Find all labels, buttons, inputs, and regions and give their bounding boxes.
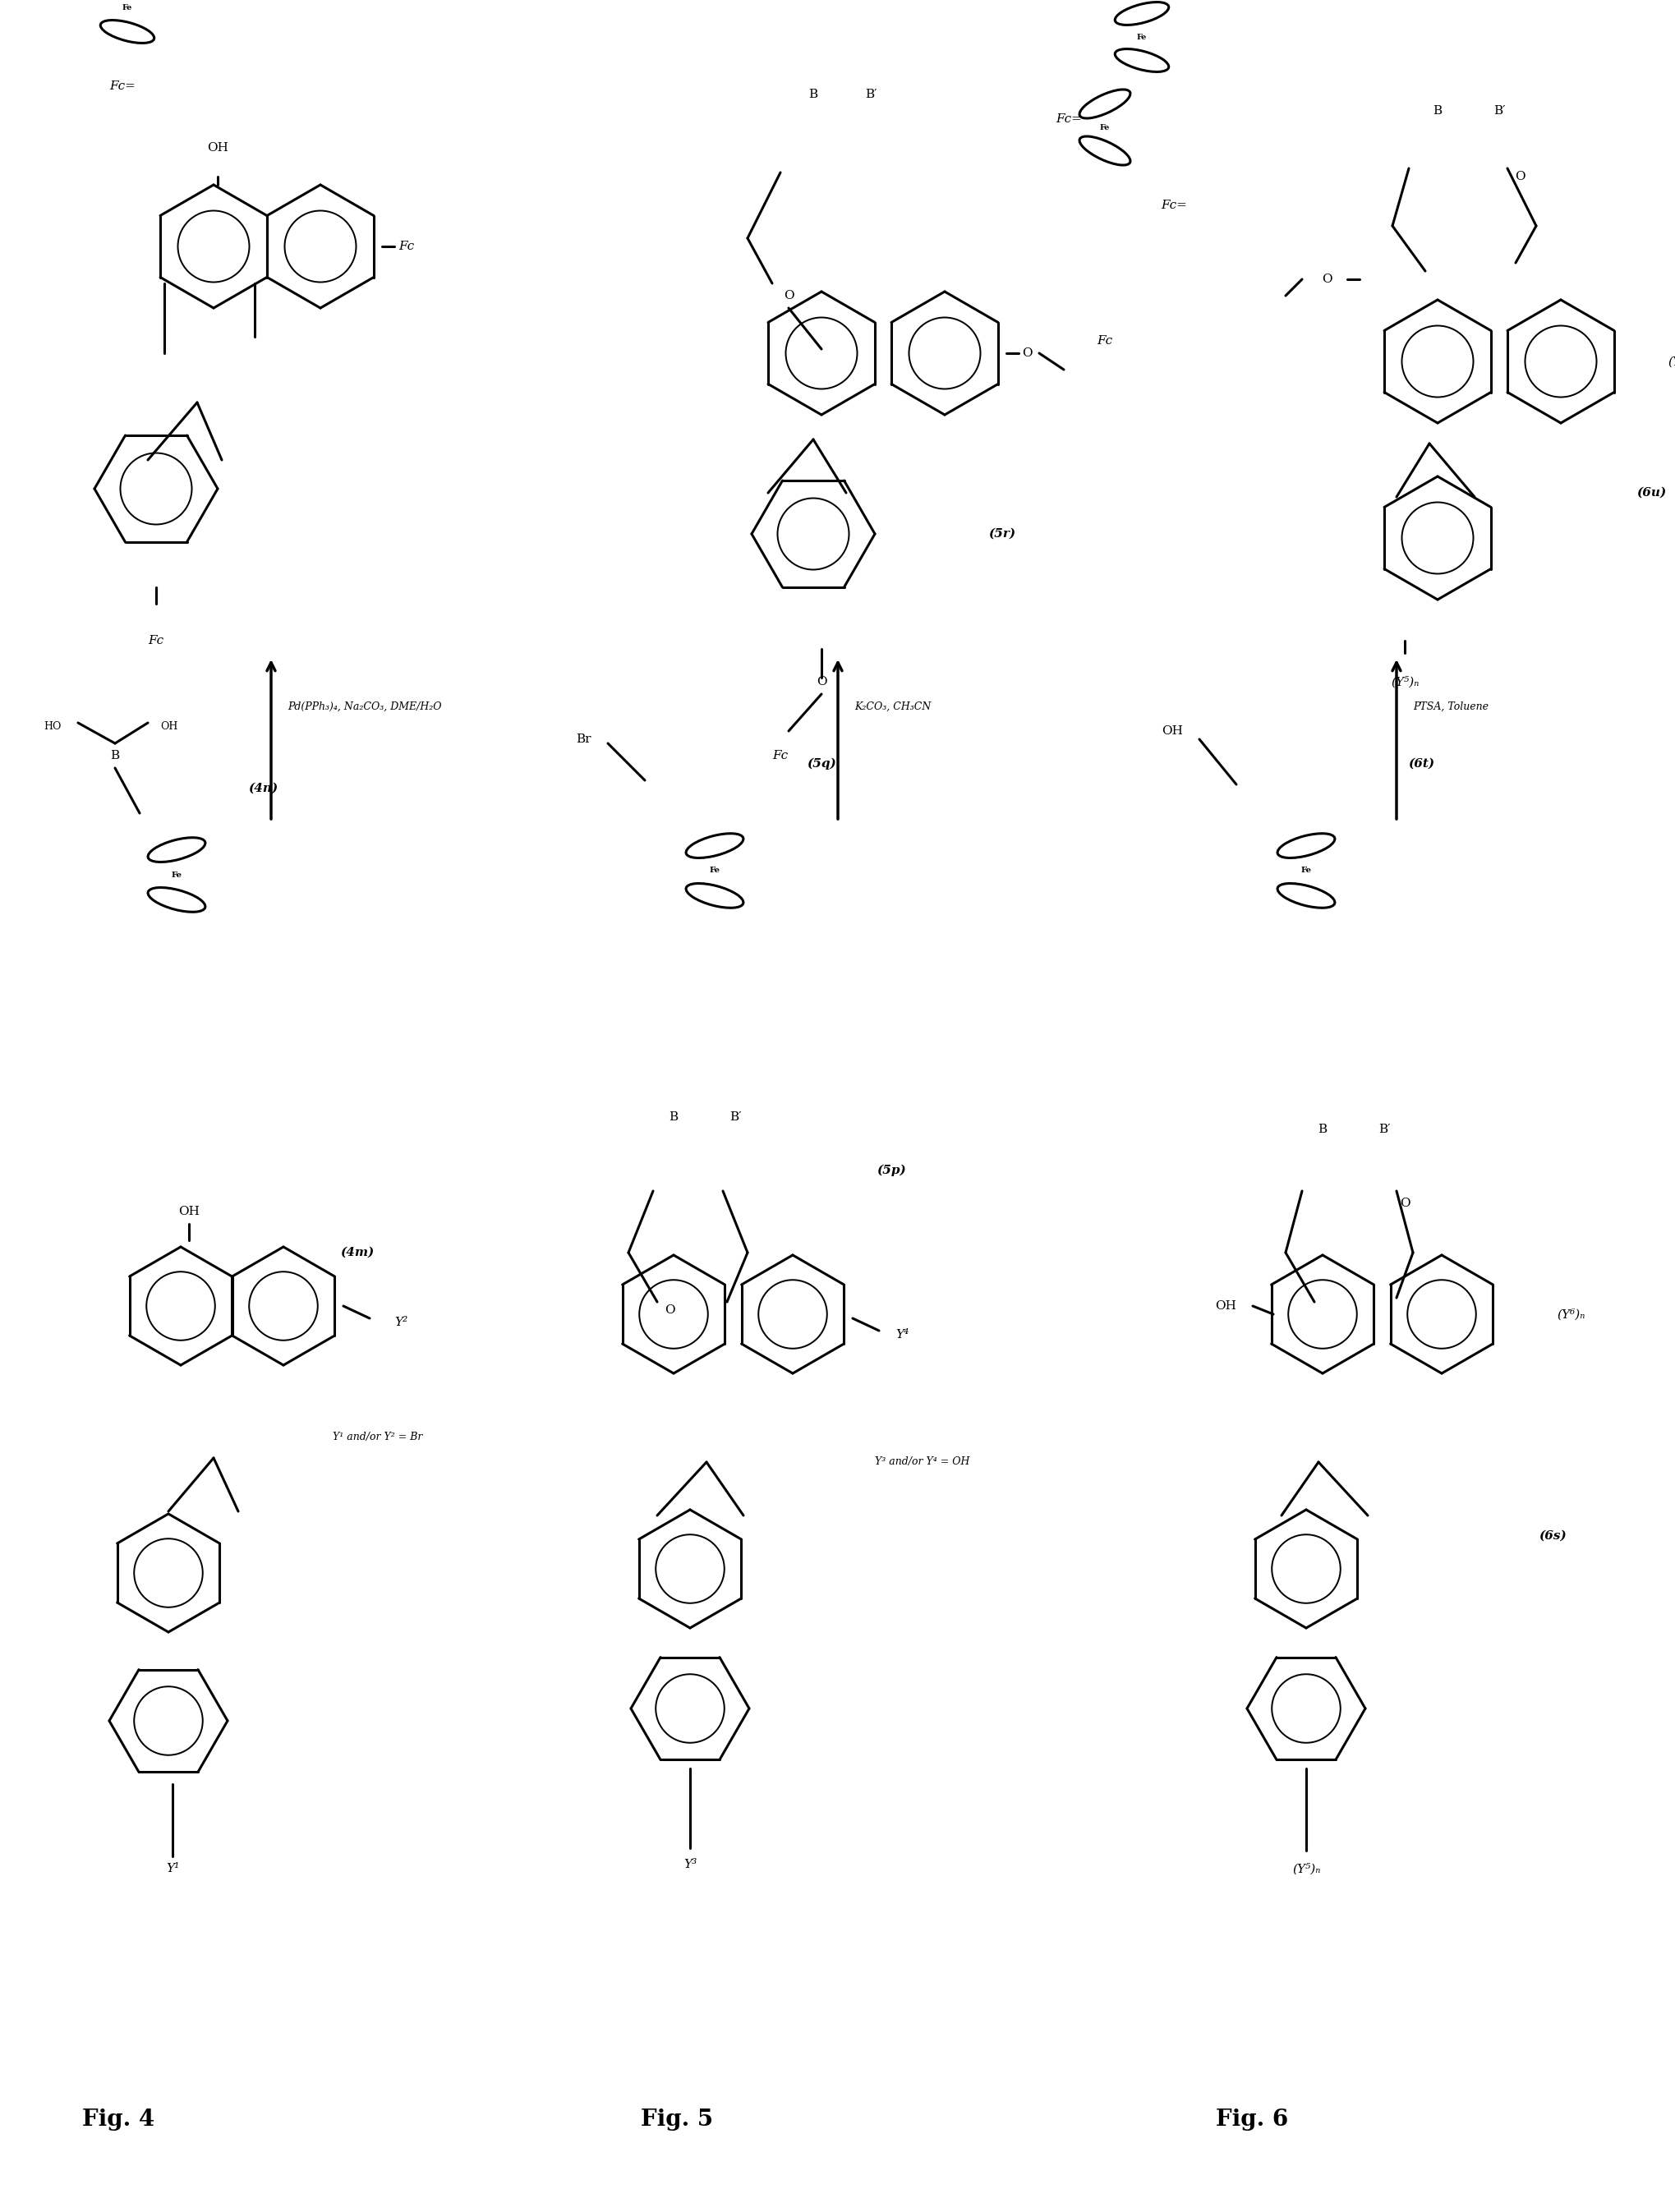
Text: Fc: Fc (147, 635, 164, 646)
Text: OH: OH (1162, 726, 1183, 737)
Text: Y³: Y³ (683, 1858, 697, 1871)
Text: Fc: Fc (1097, 336, 1112, 347)
Text: Fc=: Fc= (1161, 199, 1188, 210)
Text: Fe: Fe (1100, 124, 1111, 131)
Text: Br: Br (576, 734, 591, 745)
Text: (5q): (5q) (807, 759, 836, 770)
Text: B: B (809, 88, 817, 100)
Text: B′: B′ (729, 1110, 742, 1124)
Text: (5r): (5r) (988, 529, 1015, 540)
Text: Y¹: Y¹ (166, 1863, 179, 1874)
Text: Fig. 5: Fig. 5 (642, 2108, 714, 2130)
Text: Fe: Fe (171, 872, 183, 878)
Text: Fe: Fe (1301, 867, 1312, 874)
Text: HO: HO (44, 721, 62, 732)
Text: Fc=: Fc= (1055, 113, 1082, 124)
Text: (4m): (4m) (340, 1248, 374, 1259)
Text: Fe: Fe (122, 4, 132, 11)
Text: O: O (665, 1305, 675, 1316)
Text: B: B (1318, 1124, 1327, 1135)
Text: Fig. 4: Fig. 4 (82, 2108, 154, 2130)
Text: O: O (1400, 1197, 1410, 1210)
Text: OH: OH (178, 1206, 199, 1217)
Text: B: B (1434, 106, 1442, 117)
Text: O: O (784, 290, 794, 301)
Text: (Y⁶)ₙ: (Y⁶)ₙ (1556, 1307, 1585, 1321)
Text: B′: B′ (1492, 106, 1506, 117)
Text: B′: B′ (864, 88, 876, 100)
Text: Fc=: Fc= (109, 80, 136, 93)
Text: B: B (668, 1110, 678, 1124)
Text: (6u): (6u) (1636, 487, 1667, 498)
Text: (Y⁵)ₙ: (Y⁵)ₙ (1291, 1863, 1320, 1874)
Text: (Y⁶)ₙ: (Y⁶)ₙ (1668, 356, 1675, 367)
Text: Fig. 6: Fig. 6 (1216, 2108, 1288, 2130)
Text: Y²: Y² (394, 1316, 407, 1327)
Text: Y⁴: Y⁴ (896, 1329, 910, 1340)
Text: Fc: Fc (772, 750, 789, 761)
Text: O: O (816, 677, 827, 688)
Text: Fe: Fe (709, 867, 720, 874)
Text: Pd(PPh₃)₄, Na₂CO₃, DME/H₂O: Pd(PPh₃)₄, Na₂CO₃, DME/H₂O (288, 701, 442, 712)
Text: OH: OH (208, 142, 228, 153)
Text: (6s): (6s) (1539, 1531, 1566, 1542)
Text: PTSA, Toluene: PTSA, Toluene (1414, 701, 1489, 712)
Text: Y³ and/or Y⁴ = OH: Y³ and/or Y⁴ = OH (874, 1458, 970, 1467)
Text: Y¹ and/or Y² = Br: Y¹ and/or Y² = Br (333, 1431, 422, 1442)
Text: (Y⁵)ₙ: (Y⁵)ₙ (1390, 677, 1419, 688)
Text: Fc: Fc (399, 241, 414, 252)
Text: K₂CO₃, CH₃CN: K₂CO₃, CH₃CN (854, 701, 931, 712)
Text: (6t): (6t) (1409, 759, 1434, 770)
Text: Fe: Fe (1137, 33, 1147, 40)
Text: O: O (1322, 274, 1332, 285)
Text: OH: OH (1214, 1301, 1236, 1312)
Text: O: O (1022, 347, 1032, 358)
Text: B′: B′ (1379, 1124, 1390, 1135)
Text: (4n): (4n) (248, 783, 278, 794)
Text: OH: OH (161, 721, 178, 732)
Text: O: O (1514, 170, 1524, 181)
Text: B: B (111, 750, 119, 761)
Text: (5p): (5p) (876, 1164, 906, 1177)
